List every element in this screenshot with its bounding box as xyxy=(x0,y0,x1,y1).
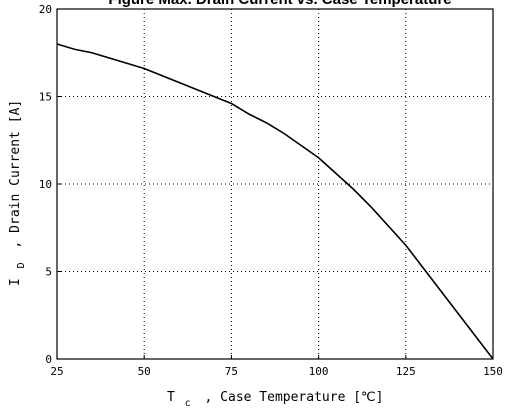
x-tick-label: 125 xyxy=(396,365,416,378)
x-tick-label: 75 xyxy=(225,365,238,378)
grid-layer xyxy=(57,9,493,359)
y-axis-subscript: D xyxy=(16,262,27,268)
series-line xyxy=(56,43,494,360)
y-tick-label: 5 xyxy=(45,266,52,279)
x-axis-label-main: T c , Case Temperature [℃] xyxy=(167,390,383,410)
y-tick-label: 15 xyxy=(39,91,52,104)
x-axis-subscript: c xyxy=(185,398,191,409)
x-axis-label-rest: , Case Temperature [℃] xyxy=(205,390,384,405)
y-tick-label: 20 xyxy=(39,3,52,16)
y-tick-label: 10 xyxy=(39,178,52,191)
x-axis-symbol: T xyxy=(167,390,175,405)
x-tick-label: 150 xyxy=(483,365,503,378)
y-tick-label: 0 xyxy=(45,353,52,366)
x-axis-label: T c , Case Temperature [℃] xyxy=(167,390,383,410)
y-axis-label-main: I D , Drain Current [A] xyxy=(8,100,28,286)
y-axis-label-rest: , Drain Current [A] xyxy=(8,100,23,249)
x-tick-label: 50 xyxy=(138,365,151,378)
tick-layer: 25 50 75 100 125 150 0 5 10 15 20 xyxy=(39,3,503,378)
x-tick-label: 100 xyxy=(309,365,329,378)
x-tick-label: 25 xyxy=(50,365,63,378)
y-axis-label: I D , Drain Current [A] xyxy=(8,100,28,286)
y-axis-symbol: I xyxy=(8,278,23,286)
chart-title: Figure Max. Drain Current vs. Case Tempe… xyxy=(108,0,451,8)
